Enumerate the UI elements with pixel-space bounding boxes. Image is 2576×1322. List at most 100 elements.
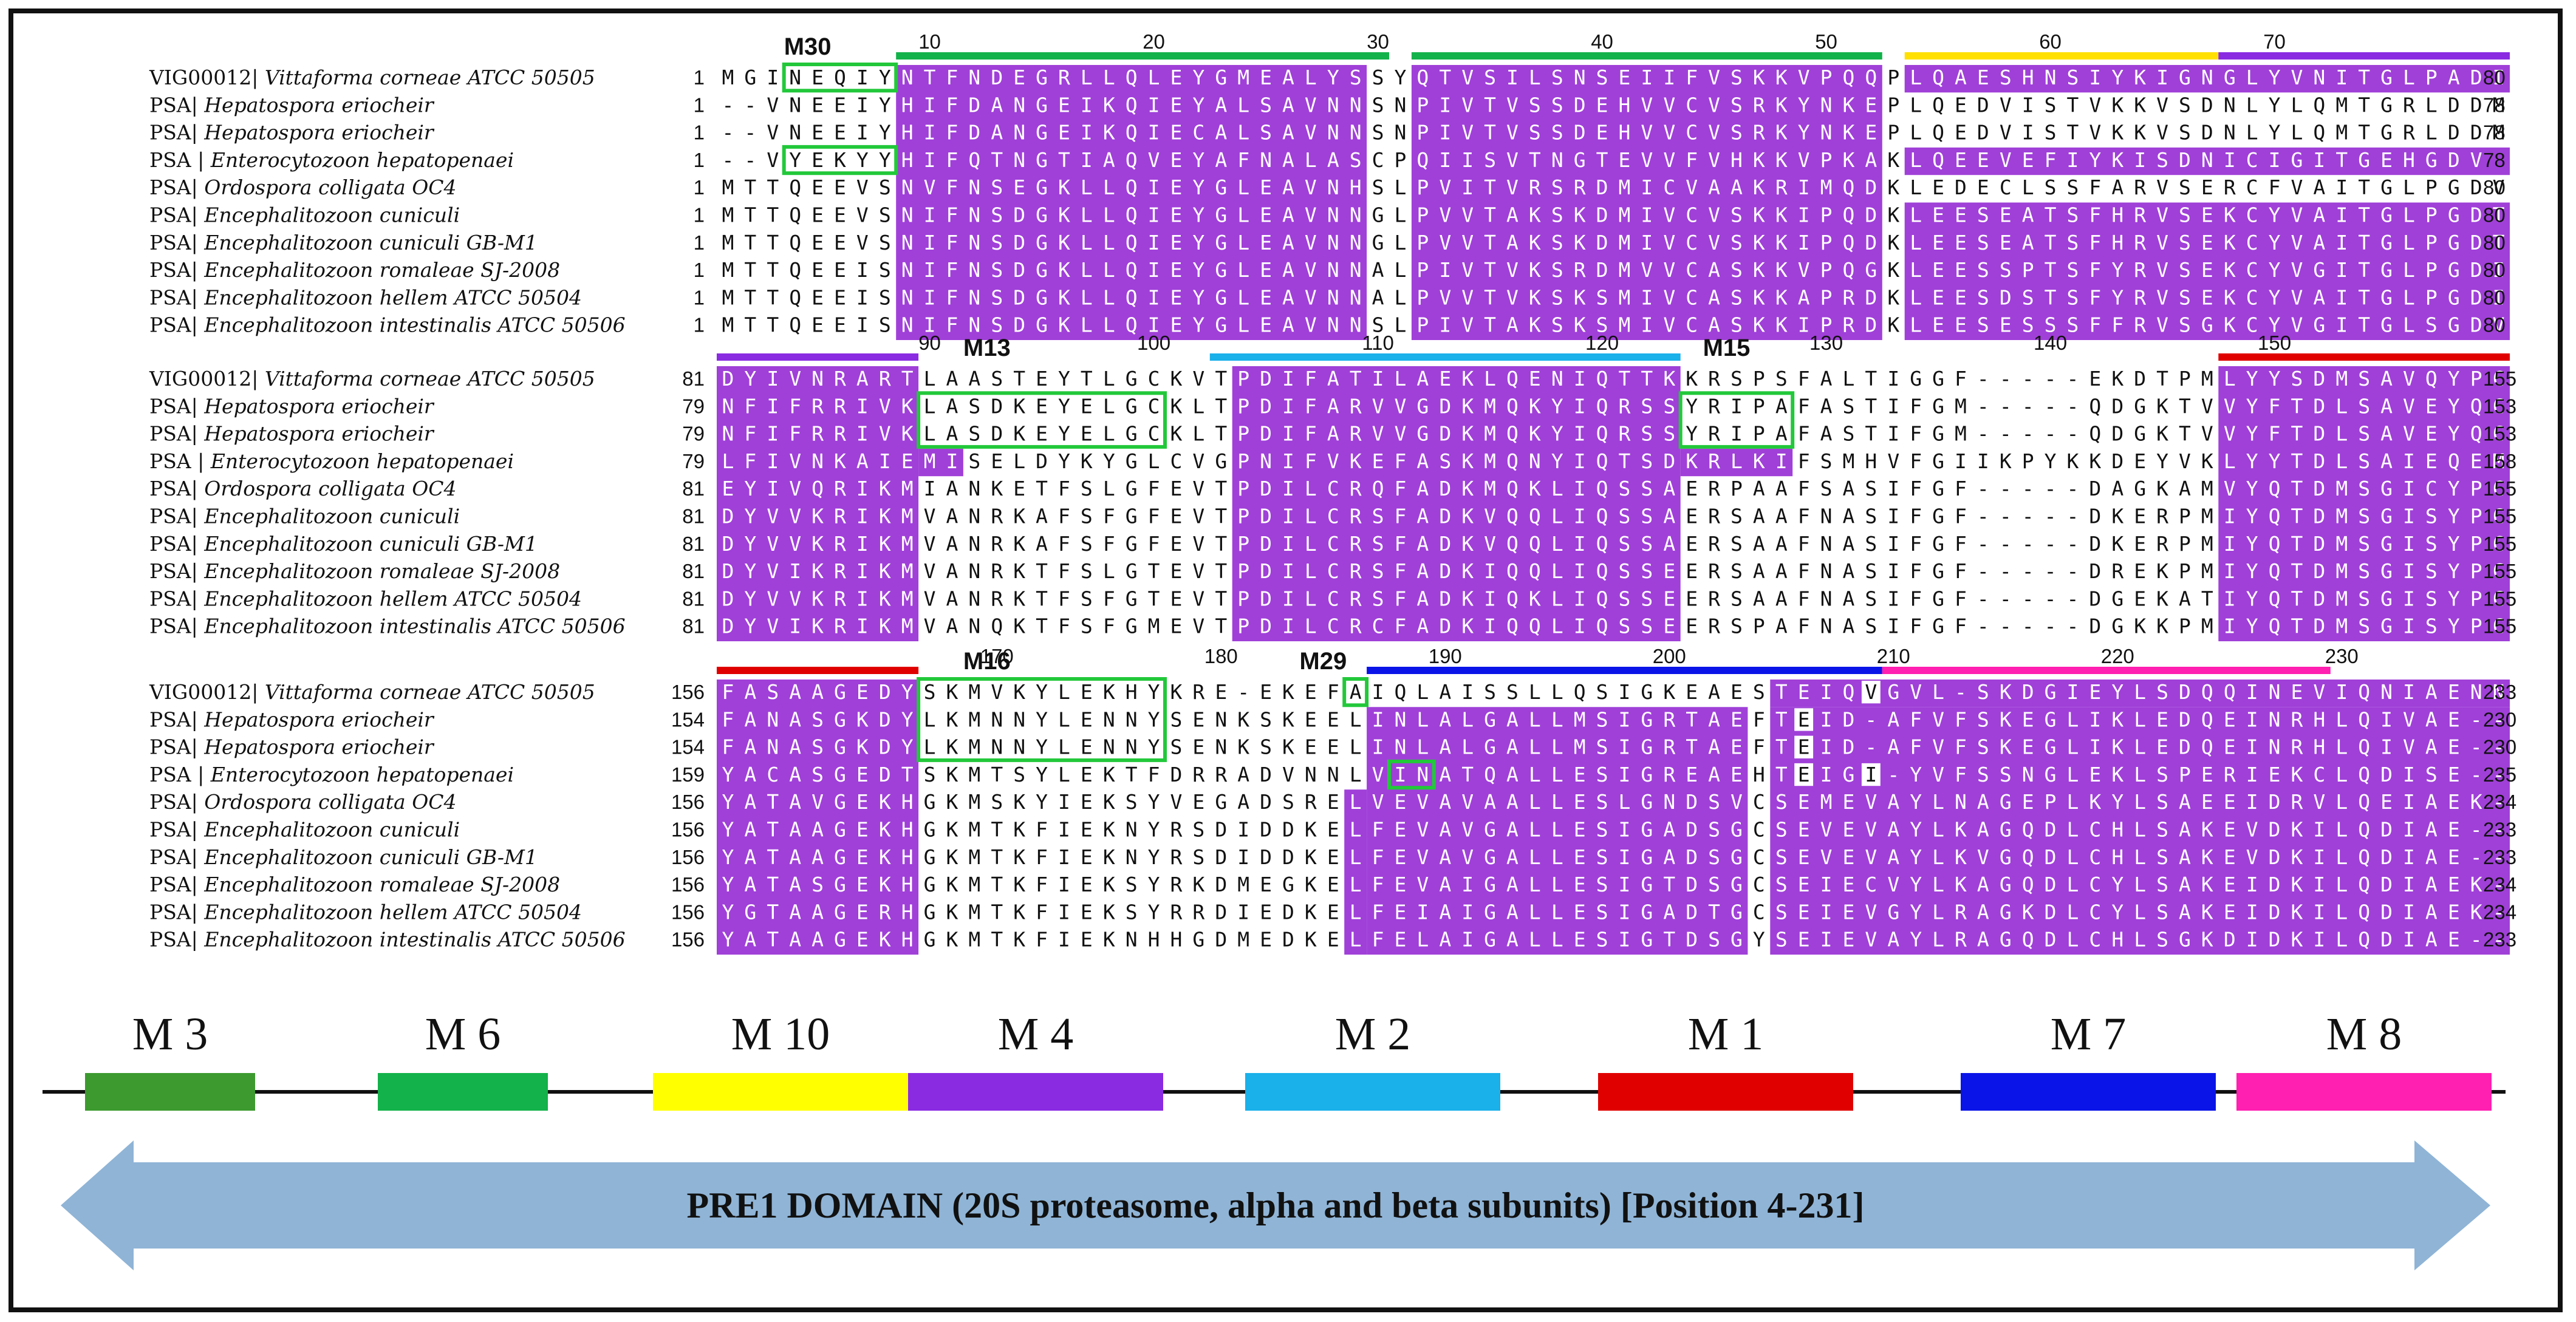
motif-box <box>782 63 898 93</box>
row-end-position: 80 <box>2483 286 2506 308</box>
row-end-position: 80 <box>2483 231 2506 254</box>
motif-label: M30 <box>784 33 832 60</box>
position-tick-label: 70 <box>2263 30 2286 53</box>
domain-motif: M 3 <box>85 1009 255 1111</box>
species-name: Ordospora colligata OC4 <box>204 477 456 500</box>
row-start-position: 156 <box>671 819 705 841</box>
species-label: PSA| Hepatospora eriocheir <box>149 707 435 731</box>
motif-label: M16 <box>963 648 1011 675</box>
row-start-position: 1 <box>694 176 705 199</box>
row-end-position: 80 <box>2483 314 2506 336</box>
species-label: PSA| Hepatospora eriocheir <box>149 93 435 117</box>
row-end-position: 80 <box>2483 66 2506 89</box>
species-name: Enterocytozoon hepatopenaei <box>210 148 514 172</box>
species-label: PSA | Enterocytozoon hepatopenaei <box>149 148 514 172</box>
row-start-position: 156 <box>671 846 705 868</box>
species-id: PSA| <box>149 559 204 583</box>
motif-bar <box>2218 52 2510 60</box>
position-tick-label: 190 <box>1429 645 1462 667</box>
species-name: Ordospora colligata OC4 <box>204 175 456 199</box>
species-name: Encephalitozoon cuniculi GB-M1 <box>203 845 538 869</box>
position-tick-label: 140 <box>2034 332 2067 354</box>
conserved-region <box>1411 65 1882 340</box>
species-label: VIG00012| Vittaforma corneae ATCC 50505 <box>149 680 595 704</box>
motif-box <box>782 145 898 175</box>
conserved-region <box>1232 366 1681 641</box>
row-start-position: 1 <box>694 314 705 336</box>
conserved-region <box>1904 147 2510 175</box>
row-end-position: 155 <box>2483 560 2516 582</box>
species-id: VIG00012| <box>149 367 265 390</box>
species-name: Encephalitozoon cuniculi <box>203 505 460 528</box>
species-name: Encephalitozoon cuniculi GB-M1 <box>203 231 538 254</box>
row-end-position: 78 <box>2483 149 2506 171</box>
row-end-position: 155 <box>2483 505 2516 528</box>
species-id: PSA| <box>149 258 204 282</box>
row-start-position: 1 <box>694 231 705 254</box>
row-start-position: 156 <box>671 873 705 896</box>
row-end-position: 158 <box>2483 450 2516 472</box>
species-label: PSA| Encephalitozoon hellem ATCC 50504 <box>149 900 582 924</box>
position-tick-label: 20 <box>1143 30 1165 53</box>
species-id: PSA| <box>149 587 204 610</box>
species-name: Hepatospora eriocheir <box>203 93 435 117</box>
species-name: Vittaforma corneae ATCC 50505 <box>265 680 595 704</box>
motif-segment <box>2236 1073 2492 1111</box>
species-id: PSA | <box>149 148 211 172</box>
conserved-region <box>896 65 1367 340</box>
row-start-position: 1 <box>694 149 705 171</box>
species-name: Encephalitozoon intestinalis ATCC 50506 <box>203 313 625 337</box>
row-end-position: 234 <box>2483 901 2516 923</box>
alignment-blocks: 10 20 30 40 50 60 70 VIG00012| Vittaforma corne… <box>149 30 2516 955</box>
conserved-region <box>1367 707 1748 955</box>
row-end-position: 78 <box>2483 94 2506 116</box>
position-tick-label: 110 <box>1362 332 1394 354</box>
species-id: PSA| <box>149 928 204 952</box>
row-end-position: 155 <box>2483 477 2516 500</box>
species-label: PSA| Encephalitozoon cuniculi GB-M1 <box>149 845 538 869</box>
species-name: Hepatospora eriocheir <box>203 707 435 731</box>
species-name: Encephalitozoon hellem ATCC 50504 <box>203 587 582 610</box>
species-id: PSA| <box>149 532 204 556</box>
species-name: Encephalitozoon intestinalis ATCC 50506 <box>203 615 625 638</box>
row-start-position: 81 <box>682 533 705 555</box>
row-start-position: 159 <box>671 763 705 786</box>
motif-segment <box>378 1073 548 1111</box>
position-tick-label: 130 <box>1809 332 1843 354</box>
row-start-position: 81 <box>682 477 705 500</box>
species-label: PSA| Ordospora colligata OC4 <box>149 175 457 199</box>
alignment-block: 170 180 190 200 210 220 230 VIG00012| Vittaform… <box>149 645 2516 955</box>
position-tick-label: 150 <box>2258 332 2291 354</box>
row-start-position: 81 <box>682 587 705 610</box>
position-tick-label: 220 <box>2101 645 2134 667</box>
alignment-block: 10 20 30 40 50 60 70 VIG00012| Vittaforma corne… <box>149 30 2510 340</box>
species-name: Encephalitozoon romaleae SJ-2008 <box>203 873 560 896</box>
conserved-region <box>918 448 963 477</box>
row-end-position: 155 <box>2483 367 2516 390</box>
motif-box <box>1342 677 1369 707</box>
species-id: PSA| <box>149 707 204 731</box>
motif-segment <box>1961 1073 2216 1111</box>
motif-label: M29 <box>1299 648 1347 675</box>
row-start-position: 1 <box>694 66 705 89</box>
position-tick-label: 30 <box>1367 30 1389 53</box>
row-start-position: 79 <box>682 395 705 417</box>
domain-motif: M 10 <box>653 1009 908 1111</box>
motif-bar <box>1904 52 2219 60</box>
conserved-region <box>1770 680 2510 707</box>
motif-segment-label: M 7 <box>2051 1009 2127 1060</box>
species-label: PSA| Encephalitozoon hellem ATCC 50504 <box>149 285 582 309</box>
species-name: Enterocytozoon hepatopenaei <box>210 449 514 473</box>
motif-segment-label: M 1 <box>1688 1009 1764 1060</box>
